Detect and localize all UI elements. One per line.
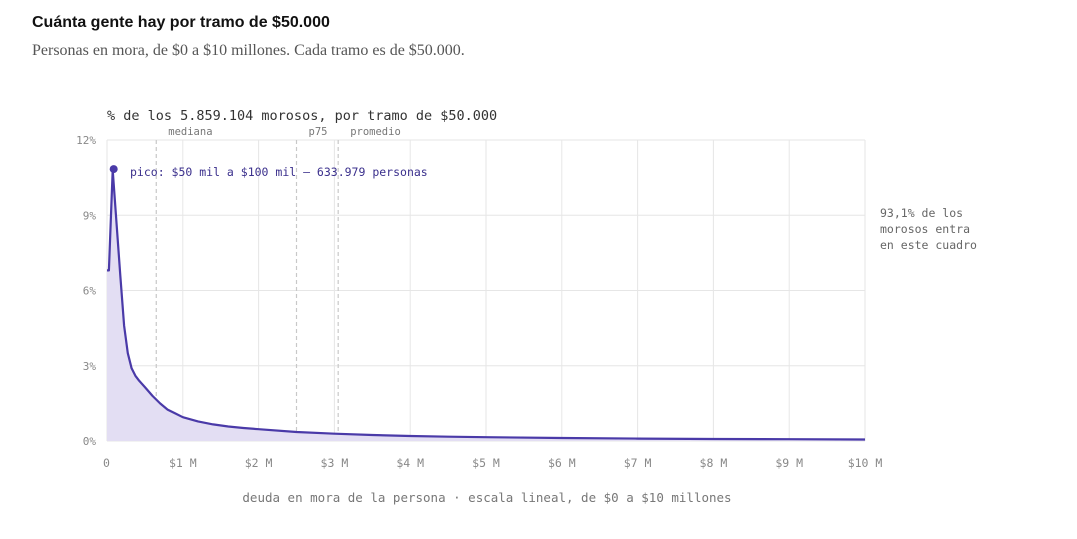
x-tick-label: $8 M [700, 456, 728, 470]
x-axis-label: deuda en mora de la persona · escala lin… [242, 490, 731, 505]
x-tick-label: $1 M [169, 456, 197, 470]
side-note-line: 93,1% de los [880, 206, 963, 220]
x-tick-label: $7 M [624, 456, 652, 470]
x-tick-label: $2 M [245, 456, 273, 470]
reference-label-p75: p75 [309, 126, 328, 138]
series-line [107, 169, 865, 441]
grid-layer [106, 139, 866, 442]
peak-label: pico: $50 mil a $100 mil — 633.979 perso… [130, 165, 428, 179]
x-tick-label: $4 M [396, 456, 424, 470]
y-tick-label: 6% [83, 285, 97, 298]
x-tick-label: $6 M [548, 456, 576, 470]
y-tick-label: 0% [83, 435, 97, 448]
side-note: 93,1% de los morosos entra en este cuadro [880, 206, 977, 252]
side-note-line: morosos entra [880, 222, 970, 236]
ref-lines-layer: mediana p75 promedio [155, 126, 401, 441]
chart-title: Cuánta gente hay por tramo de $50.000 [32, 14, 330, 31]
x-tick-label: $5 M [472, 456, 500, 470]
y-tick-label: 12% [76, 134, 96, 147]
x-tick-label: $9 M [775, 456, 803, 470]
y-tick-label: 3% [83, 360, 97, 373]
x-tick-label: 0 [103, 456, 110, 470]
chart-subtitle: Personas en mora, de $0 a $10 millones. … [32, 42, 465, 59]
x-tick-labels: 0 $1 M $2 M $3 M $4 M $5 M $6 M $7 M $8 M $9 M $10… [103, 456, 882, 470]
x-tick-label: $3 M [321, 456, 349, 470]
peak-annotation: pico: $50 mil a $100 mil — 633.979 perso… [109, 165, 428, 179]
x-tick-label: $10 M [848, 456, 883, 470]
reference-label-promedio: promedio [350, 126, 401, 138]
y-tick-labels: 0% 3% 6% 9% 12% [76, 134, 96, 448]
y-tick-label: 9% [83, 209, 97, 222]
plot-title: % de los 5.859.104 morosos, por tramo de… [107, 108, 497, 124]
reference-label-mediana: mediana [168, 126, 212, 138]
series-layer [107, 169, 865, 441]
side-note-line: en este cuadro [880, 238, 977, 252]
peak-point [109, 165, 118, 174]
